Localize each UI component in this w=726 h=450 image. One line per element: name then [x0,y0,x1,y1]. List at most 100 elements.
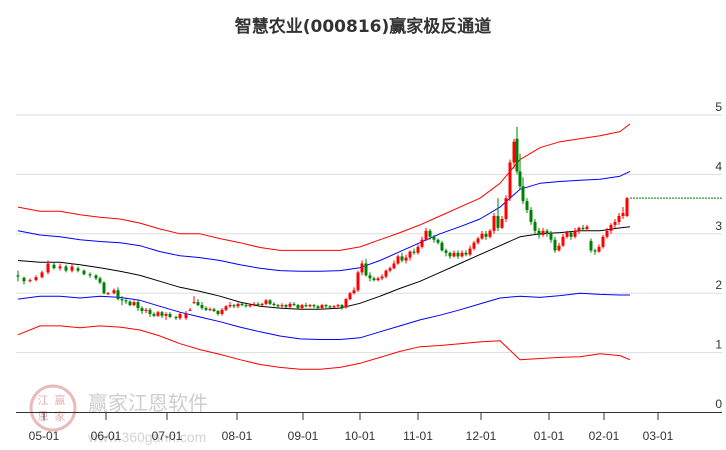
candle-body [288,303,292,307]
candle-body [585,226,589,230]
candle [128,300,132,307]
candle [460,250,464,258]
candle-body [128,301,132,306]
candle-body [70,266,74,271]
candle [364,258,368,277]
candle-body [300,305,304,309]
candle-body [360,263,364,273]
candle-body [276,305,280,307]
candle-body [192,302,196,304]
candle [589,238,593,253]
x-tick-label: 01-01 [534,429,565,443]
candle-body [40,272,44,278]
candle-body [364,263,368,276]
candle [132,300,136,307]
candle-body [220,309,224,314]
candle [64,264,68,273]
watermark-brand: 赢家江恩软件 [88,391,208,415]
candle [98,276,102,285]
candle [472,240,476,251]
candle [196,299,200,307]
candle [581,224,585,231]
candle-body [112,290,116,294]
candle [304,302,308,308]
candle [545,229,549,237]
candle-body [340,305,344,308]
watermark: 江赢恩家 赢家江恩软件 www.360gann.com [29,384,208,445]
candle [577,226,581,234]
candle [384,269,388,279]
candle-body [232,305,236,307]
candle-body [593,250,597,252]
candle [400,252,404,263]
candle [288,302,292,309]
candle [456,250,460,259]
candle [585,224,589,231]
candle [244,303,248,308]
candle [476,236,480,245]
candle-body [148,309,152,314]
candle [380,274,384,281]
candle [368,272,372,282]
candle-body [28,280,32,282]
candle-body [464,252,468,255]
candle [376,276,380,282]
candle-body [392,263,396,269]
candle [609,223,613,234]
candle-body [252,303,256,306]
candle [344,297,348,309]
candle-body [196,302,200,306]
candle [232,303,236,309]
x-tick-label: 12-01 [466,429,497,443]
candle-body [518,171,522,187]
candle [312,303,316,309]
candle-body [82,270,86,275]
candle [356,270,360,293]
candle [280,303,284,308]
candle-body [512,141,516,163]
candle-body [292,303,296,306]
candle [144,308,148,314]
x-tick-label: 08-01 [222,429,253,443]
candle [468,245,472,257]
seal-char: 家 [55,409,66,423]
x-tick-label: 10-01 [345,429,376,443]
candle [160,311,164,319]
candle [76,266,80,273]
candle [625,196,629,218]
candle [216,309,220,316]
candle [168,312,172,319]
candle-body [569,232,573,237]
candle-body [200,305,204,309]
candle [328,305,332,309]
inner-lower-line [17,292,630,340]
candle [549,230,553,243]
candle-body [496,215,500,228]
candle-body [561,236,565,246]
candle [308,303,312,308]
candle-body [136,302,140,309]
candle-body [436,239,440,243]
candle [569,230,573,240]
candle [448,251,452,259]
candle-body [348,293,352,300]
candle-body [58,266,62,269]
candle-body [204,308,208,310]
candle [58,263,62,271]
candle [488,229,492,239]
candle [504,195,508,222]
candle [124,299,128,304]
candle [140,306,144,314]
candle-body [352,290,356,294]
candle [204,306,208,312]
candle-body [533,221,537,231]
seal-char: 赢 [55,393,66,407]
candle [352,287,356,295]
candle-body [52,264,56,269]
candle-body [160,312,164,316]
y-tick-label: 1 [715,338,722,352]
candle-body [344,299,348,308]
candle-body [565,232,569,237]
candle-body [460,252,464,257]
x-tick-label: 02-01 [589,429,620,443]
